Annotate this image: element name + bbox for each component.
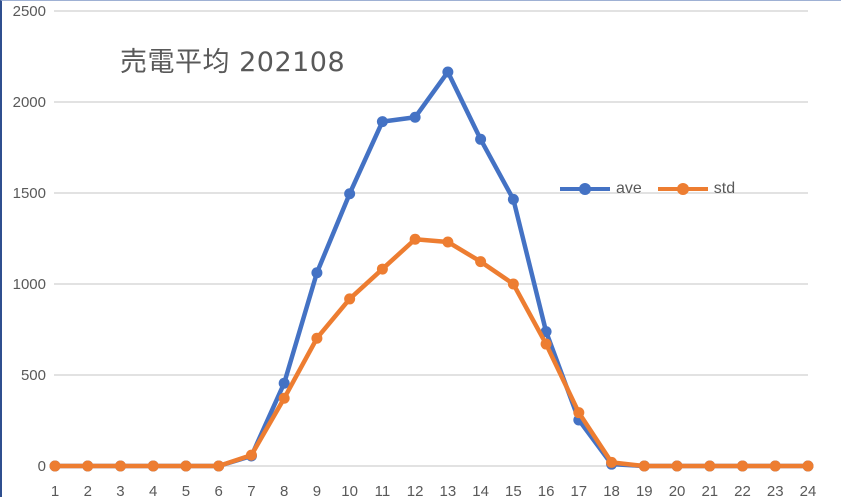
x-tick-label: 23 <box>767 483 784 497</box>
data-point-ave <box>409 111 421 123</box>
y-tick-label: 1500 <box>13 185 46 202</box>
data-point-ave <box>376 116 388 128</box>
chart-title: 売電平均 202108 <box>120 47 346 78</box>
x-tick-label: 15 <box>505 483 522 497</box>
x-tick-label: 3 <box>116 483 124 497</box>
legend-label-ave: ave <box>616 180 642 197</box>
y-tick-label: 2000 <box>13 94 46 111</box>
x-tick-label: 14 <box>472 483 489 497</box>
x-tick-label: 4 <box>149 483 157 497</box>
data-point-ave <box>507 193 519 205</box>
x-tick-label: 13 <box>440 483 457 497</box>
x-tick-label: 9 <box>313 483 321 497</box>
y-tick-label: 500 <box>21 367 46 384</box>
data-point-ave <box>442 66 454 78</box>
data-point-std <box>442 236 454 248</box>
data-point-std <box>49 460 61 472</box>
x-tick-label: 18 <box>603 483 620 497</box>
x-tick-label: 24 <box>800 483 817 497</box>
legend: ave std <box>560 180 747 198</box>
data-point-std <box>671 460 683 472</box>
x-tick-label: 16 <box>538 483 555 497</box>
legend-item-ave: ave <box>560 180 642 198</box>
y-tick-label: 0 <box>38 458 46 475</box>
x-tick-label: 22 <box>734 483 751 497</box>
x-tick-label: 21 <box>701 483 718 497</box>
x-tick-label: 20 <box>669 483 686 497</box>
std-series-marker-icon <box>657 183 708 195</box>
legend-label-std: std <box>713 180 736 197</box>
legend-item-std: std <box>657 180 736 198</box>
data-point-std <box>802 460 814 472</box>
x-tick-label: 8 <box>280 483 288 497</box>
data-point-std <box>311 332 323 344</box>
data-point-std <box>704 460 716 472</box>
data-point-std <box>114 460 126 472</box>
data-point-std <box>606 456 618 468</box>
y-tick-label: 1000 <box>13 276 46 293</box>
data-point-std <box>82 460 94 472</box>
data-point-ave <box>344 188 356 200</box>
data-point-std <box>376 263 388 275</box>
data-point-ave <box>278 377 290 389</box>
data-point-std <box>245 449 257 461</box>
x-tick-label: 1 <box>51 483 59 497</box>
data-point-std <box>540 338 552 350</box>
data-point-ave <box>311 267 323 279</box>
series-line-std <box>52 236 811 469</box>
data-point-ave <box>475 133 487 145</box>
data-point-std <box>638 460 650 472</box>
x-tick-label: 5 <box>182 483 190 497</box>
x-tick-label: 19 <box>636 483 653 497</box>
data-point-std <box>213 460 225 472</box>
x-tick-label: 6 <box>215 483 223 497</box>
y-tick-label: 2500 <box>13 3 46 20</box>
data-point-std <box>147 460 159 472</box>
x-tick-label: 7 <box>247 483 255 497</box>
data-point-std <box>344 293 356 305</box>
data-point-std <box>507 278 519 290</box>
series-line-ave <box>52 69 811 469</box>
x-tick-label: 17 <box>570 483 587 497</box>
x-tick-label: 2 <box>84 483 92 497</box>
data-point-std <box>278 392 290 404</box>
data-point-std <box>769 460 781 472</box>
data-point-std <box>180 460 192 472</box>
x-tick-label: 11 <box>375 483 391 497</box>
x-tick-label: 10 <box>341 483 358 497</box>
data-point-std <box>409 233 421 245</box>
data-point-std <box>475 256 487 268</box>
data-point-std <box>737 460 749 472</box>
ave-series-marker-icon <box>560 183 610 195</box>
data-point-std <box>573 407 585 419</box>
x-tick-label: 12 <box>407 483 424 497</box>
